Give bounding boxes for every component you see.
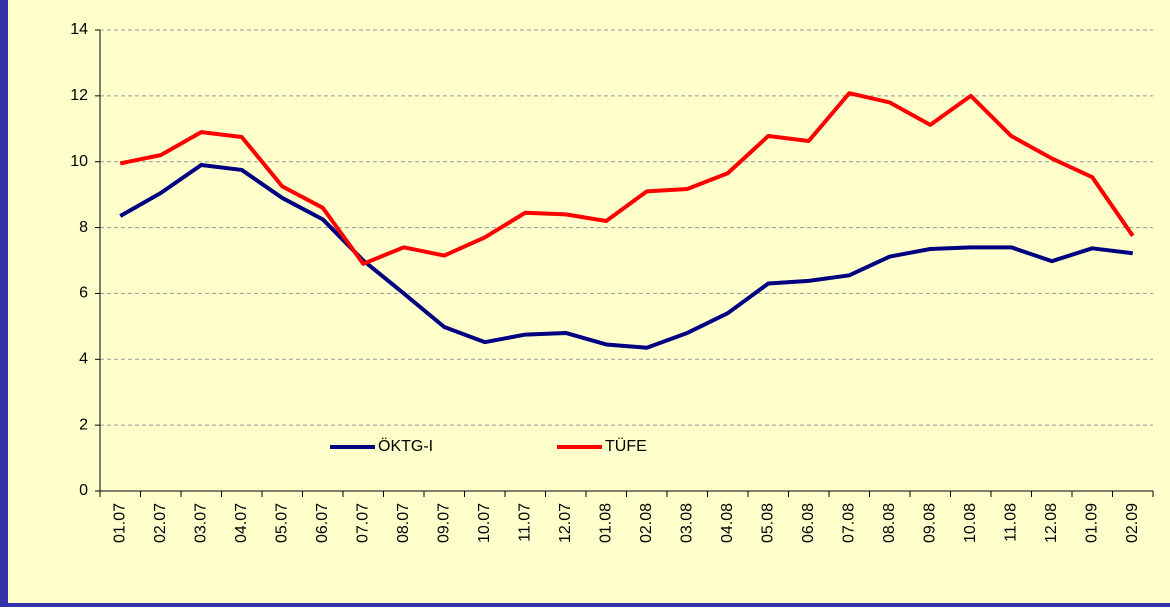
x-tick-label: 02.09 bbox=[1124, 503, 1141, 543]
x-tick-label: 11.07 bbox=[516, 503, 533, 542]
x-tick-label: 07.07 bbox=[354, 503, 371, 543]
x-tick-label: 06.08 bbox=[800, 503, 817, 543]
line-series bbox=[119, 163, 1133, 350]
y-tick-label: 8 bbox=[79, 219, 88, 236]
legend-label: TÜFE bbox=[605, 437, 647, 455]
x-tick-label: 12.08 bbox=[1043, 503, 1060, 543]
line-series bbox=[119, 91, 1135, 266]
x-tick-label: 11.08 bbox=[1002, 503, 1019, 542]
left-border bbox=[0, 0, 8, 607]
y-tick-label: 2 bbox=[79, 416, 88, 433]
x-tick-label: 03.07 bbox=[192, 503, 209, 543]
x-tick-label: 06.07 bbox=[314, 503, 331, 543]
y-tick-label: 0 bbox=[79, 482, 88, 499]
x-tick-label: 10.08 bbox=[962, 503, 979, 543]
x-tick-label: 12.07 bbox=[557, 503, 574, 543]
bottom-border bbox=[0, 603, 1170, 607]
x-tick-label: 01.09 bbox=[1083, 503, 1100, 543]
x-tick-label: 10.07 bbox=[476, 503, 493, 543]
x-tick-label: 04.07 bbox=[233, 503, 250, 543]
x-tick-label: 02.08 bbox=[638, 503, 655, 543]
y-tick-label: 14 bbox=[70, 21, 88, 38]
x-tick-label: 01.07 bbox=[111, 503, 128, 543]
y-tick-label: 6 bbox=[79, 285, 88, 302]
x-tick-label: 01.08 bbox=[597, 503, 614, 543]
x-tick-label: 04.08 bbox=[719, 503, 736, 543]
x-tick-label: 08.07 bbox=[395, 503, 412, 543]
x-tick-label: 07.08 bbox=[840, 503, 857, 543]
x-tick-label: 05.08 bbox=[759, 503, 776, 543]
x-tick-label: 05.07 bbox=[273, 503, 290, 543]
x-tick-label: 03.08 bbox=[678, 503, 695, 543]
x-tick-label: 09.08 bbox=[921, 503, 938, 543]
x-tick-label: 09.07 bbox=[435, 503, 452, 543]
x-tick-label: 08.08 bbox=[881, 503, 898, 543]
y-tick-label: 12 bbox=[70, 87, 88, 104]
legend-label: ÖKTG-I bbox=[378, 437, 433, 455]
y-tick-label: 10 bbox=[70, 153, 88, 170]
x-tick-label: 02.07 bbox=[152, 503, 169, 543]
y-tick-label: 4 bbox=[79, 351, 88, 368]
